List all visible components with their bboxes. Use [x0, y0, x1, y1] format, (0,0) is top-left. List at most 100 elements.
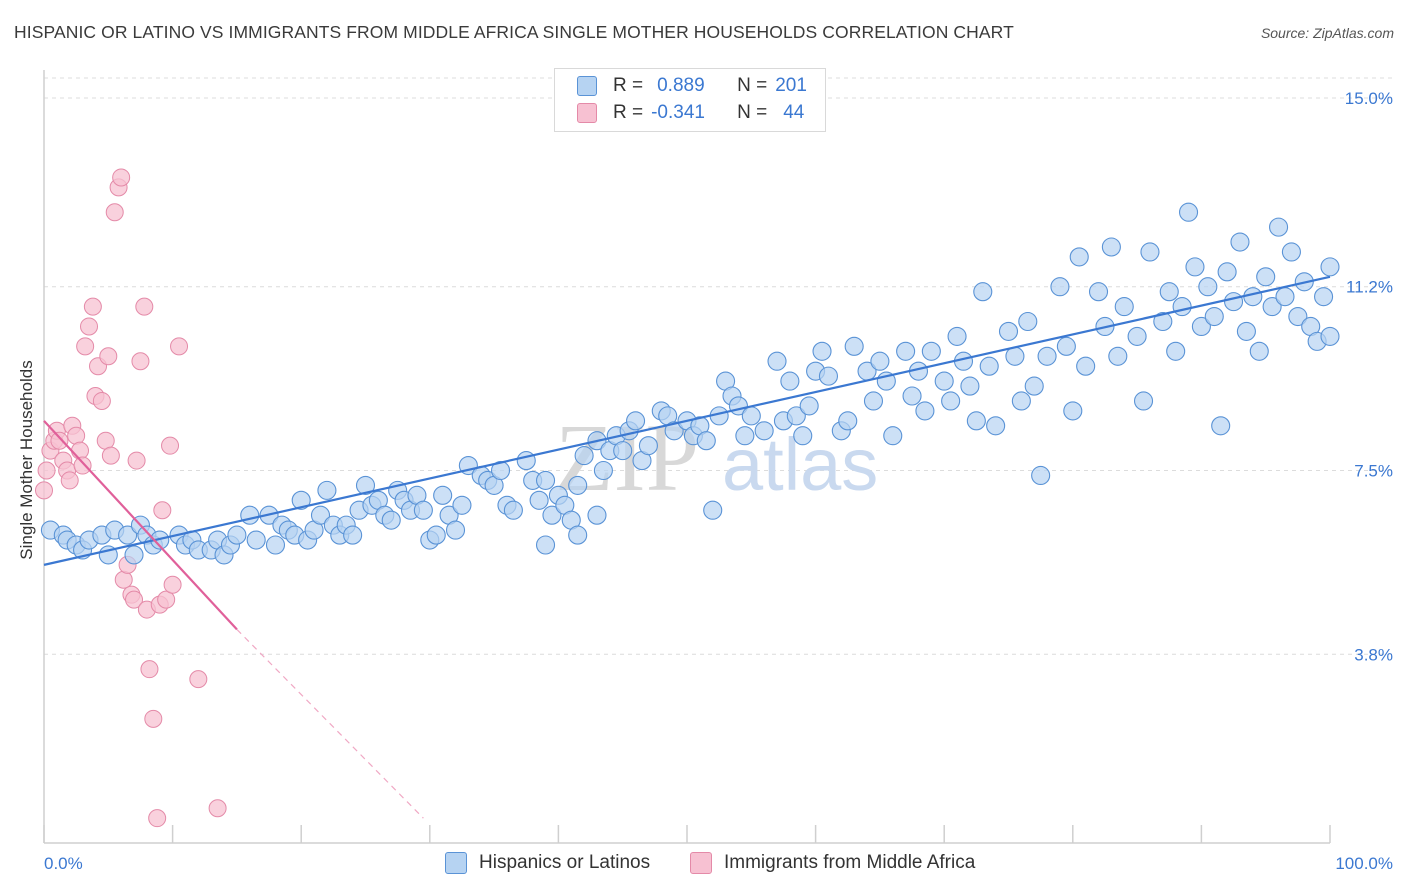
data-point-hispanics — [291, 490, 311, 510]
data-point-middle-africa — [189, 670, 208, 689]
data-point-middle-africa — [60, 471, 79, 490]
data-point-hispanics — [960, 376, 980, 396]
data-point-hispanics — [1262, 297, 1282, 317]
data-point-hispanics — [317, 480, 337, 500]
data-point-hispanics — [529, 490, 549, 510]
data-point-hispanics — [1140, 242, 1160, 262]
data-point-hispanics — [587, 505, 607, 525]
data-point-middle-africa — [208, 799, 227, 818]
data-point-middle-africa — [92, 391, 111, 410]
data-point-hispanics — [1249, 341, 1269, 361]
data-point-hispanics — [1256, 267, 1276, 287]
data-point-hispanics — [1114, 297, 1134, 317]
data-point-hispanics — [1281, 242, 1301, 262]
data-point-hispanics — [844, 336, 864, 356]
trendline-middle-africa — [43, 420, 238, 631]
data-point-middle-africa — [112, 168, 131, 187]
data-point-hispanics — [921, 341, 941, 361]
data-point-hispanics — [902, 386, 922, 406]
series-legend-label: Immigrants from Middle Africa — [724, 852, 976, 873]
chart-title: HISPANIC OR LATINO VS IMMIGRANTS FROM MI… — [14, 22, 1014, 42]
data-point-hispanics — [1236, 321, 1256, 341]
data-point-hispanics — [934, 371, 954, 391]
data-point-hispanics — [896, 341, 916, 361]
data-point-middle-africa — [67, 426, 86, 445]
data-point-hispanics — [1031, 465, 1051, 486]
legend-n-value: 201 — [775, 75, 807, 96]
data-point-hispanics — [786, 406, 806, 426]
pink-points — [35, 168, 227, 828]
legend-swatch-blue — [577, 76, 597, 96]
data-point-hispanics — [1088, 282, 1109, 302]
correlation-legend: R = 0.889 N = 201 R = -0.341 N = 44 — [554, 68, 826, 132]
data-point-hispanics — [767, 351, 787, 371]
data-point-middle-africa — [131, 352, 150, 371]
data-point-hispanics — [1063, 401, 1083, 421]
data-point-middle-africa — [105, 203, 124, 222]
data-point-hispanics — [1224, 292, 1244, 312]
source-label: Source: ZipAtlas.com — [1260, 25, 1394, 41]
data-point-hispanics — [1133, 391, 1154, 411]
legend-r-label: R = — [613, 102, 644, 123]
data-point-hispanics — [1056, 336, 1076, 356]
legend-r-value: -0.341 — [651, 102, 705, 123]
data-point-hispanics — [703, 500, 723, 520]
data-point-middle-africa — [114, 570, 133, 589]
series-swatch-pink — [690, 852, 712, 874]
data-point-hispanics — [246, 530, 266, 550]
data-point-hispanics — [793, 426, 813, 446]
data-point-middle-africa — [50, 431, 69, 450]
data-point-hispanics — [883, 426, 903, 446]
data-point-hispanics — [1320, 326, 1340, 346]
data-point-hispanics — [516, 451, 536, 471]
legend-swatch-pink — [577, 103, 597, 123]
x-tick-label-min: 0.0% — [44, 854, 83, 873]
legend-row-pink: R = -0.341 N = 44 — [577, 102, 804, 124]
legend-n-value: 44 — [783, 102, 805, 123]
data-point-hispanics — [941, 391, 961, 411]
data-point-hispanics — [1230, 232, 1250, 252]
data-point-middle-africa — [163, 575, 182, 594]
data-point-hispanics — [1024, 376, 1044, 396]
data-point-hispanics — [966, 411, 986, 431]
data-point-hispanics — [535, 470, 556, 490]
data-point-middle-africa — [170, 337, 189, 356]
data-point-hispanics — [1178, 202, 1199, 222]
data-point-middle-africa — [83, 297, 102, 316]
data-point-hispanics — [1275, 287, 1295, 307]
data-point-hispanics — [947, 326, 967, 346]
data-point-hispanics — [574, 446, 594, 466]
data-point-hispanics — [535, 535, 556, 555]
y-tick-label: 3.8% — [1354, 645, 1393, 664]
data-point-hispanics — [870, 351, 890, 371]
data-point-hispanics — [310, 505, 331, 525]
data-point-hispanics — [1288, 306, 1308, 327]
data-point-hispanics — [626, 411, 646, 431]
data-point-hispanics — [986, 416, 1006, 436]
legend-r-label: R = — [613, 75, 644, 96]
data-point-middle-africa — [101, 446, 120, 465]
data-point-hispanics — [413, 500, 433, 520]
data-point-hispanics — [812, 341, 832, 361]
data-point-hispanics — [664, 421, 684, 441]
data-point-hispanics — [780, 371, 800, 391]
data-point-middle-africa — [73, 456, 92, 475]
data-point-hispanics — [1166, 341, 1186, 361]
data-point-hispanics — [1172, 297, 1192, 317]
x-tick-label-max: 100.0% — [1335, 854, 1393, 873]
data-point-hispanics — [1211, 416, 1231, 436]
data-point-hispanics — [973, 282, 993, 302]
data-point-middle-africa — [153, 501, 172, 520]
data-point-hispanics — [754, 421, 774, 441]
data-point-hispanics — [1217, 262, 1237, 282]
data-point-hispanics — [445, 520, 466, 540]
trendline-hispanics — [43, 275, 1331, 566]
data-point-hispanics — [979, 356, 999, 376]
trend-layer — [43, 275, 1331, 819]
data-point-hispanics — [452, 495, 472, 515]
series-legend-item-hispanics: Hispanics or Latinos — [445, 852, 650, 874]
data-point-middle-africa — [76, 337, 95, 356]
legend-row-blue: R = 0.889 N = 201 — [577, 75, 807, 97]
data-point-hispanics — [613, 441, 633, 461]
